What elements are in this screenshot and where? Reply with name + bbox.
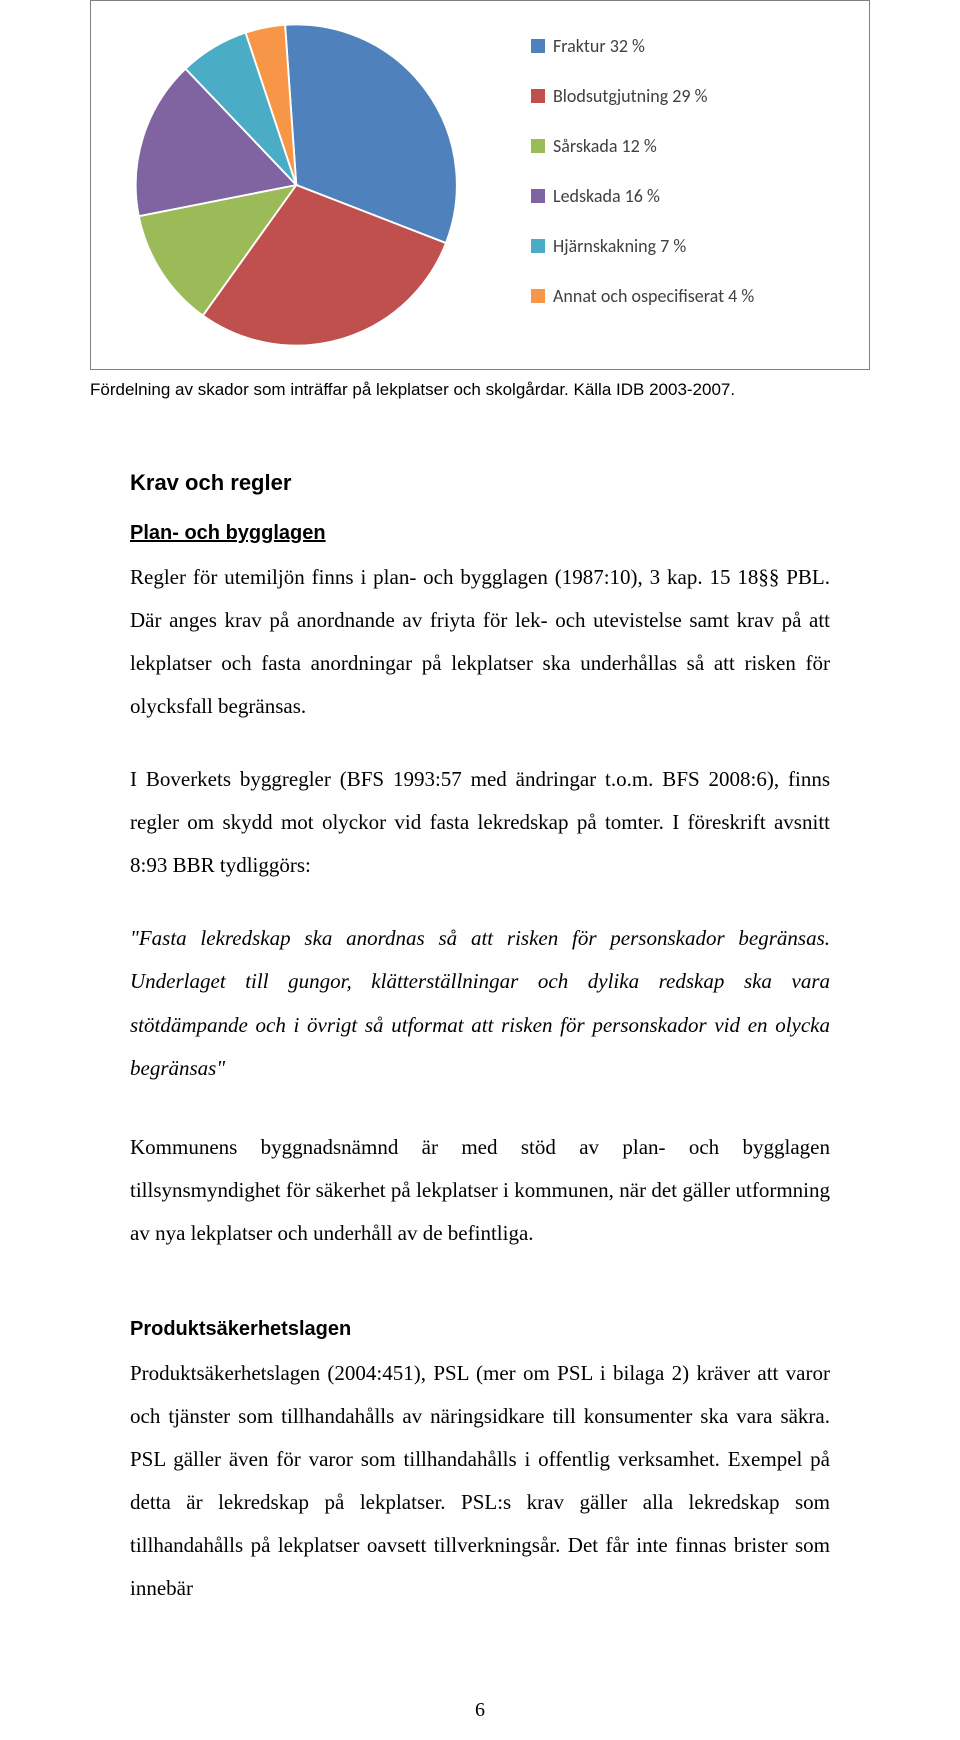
paragraph: Regler för utemiljön finns i plan- och b…: [130, 556, 830, 728]
legend-item: Sårskada 12 %: [531, 135, 754, 157]
legend-swatch: [531, 39, 545, 53]
legend-swatch: [531, 139, 545, 153]
legend-label: Ledskada 16 %: [553, 185, 660, 207]
legend-swatch: [531, 239, 545, 253]
subheading-produktsakerhetslagen: Produktsäkerhetslagen: [130, 1309, 830, 1350]
chart-legend: Fraktur 32 % Blodsutgjutning 29 % Sårskada…: [531, 35, 754, 335]
legend-item: Hjärnskakning 7 %: [531, 235, 754, 257]
legend-item: Annat och ospecifiserat 4 %: [531, 285, 754, 307]
chart-caption: Fördelning av skador som inträffar på le…: [90, 380, 870, 400]
legend-label: Annat och ospecifiserat 4 %: [553, 285, 754, 307]
legend-swatch: [531, 89, 545, 103]
blockquote: "Fasta lekredskap ska anordnas så att ri…: [130, 917, 830, 1089]
legend-item: Ledskada 16 %: [531, 185, 754, 207]
paragraph: I Boverkets byggregler (BFS 1993:57 med …: [130, 758, 830, 887]
legend-item: Fraktur 32 %: [531, 35, 754, 57]
legend-label: Sårskada 12 %: [553, 135, 657, 157]
paragraph: Kommunens byggnadsnämnd är med stöd av p…: [130, 1126, 830, 1255]
legend-label: Blodsutgjutning 29 %: [553, 85, 707, 107]
legend-swatch: [531, 289, 545, 303]
legend-item: Blodsutgjutning 29 %: [531, 85, 754, 107]
page-number: 6: [0, 1699, 960, 1722]
legend-swatch: [531, 189, 545, 203]
paragraph: Produktsäkerhetslagen (2004:451), PSL (m…: [130, 1352, 830, 1610]
legend-label: Hjärnskakning 7 %: [553, 235, 686, 257]
pie-chart: [111, 15, 491, 355]
subheading-plan-och-bygglagen: Plan- och bygglagen: [130, 513, 830, 554]
pie-chart-container: Fraktur 32 % Blodsutgjutning 29 % Sårskada…: [90, 0, 870, 370]
legend-label: Fraktur 32 %: [553, 35, 645, 57]
body-text: Krav och regler Plan- och bygglagen Regl…: [130, 460, 830, 1646]
heading-krav-och-regler: Krav och regler: [130, 460, 830, 505]
